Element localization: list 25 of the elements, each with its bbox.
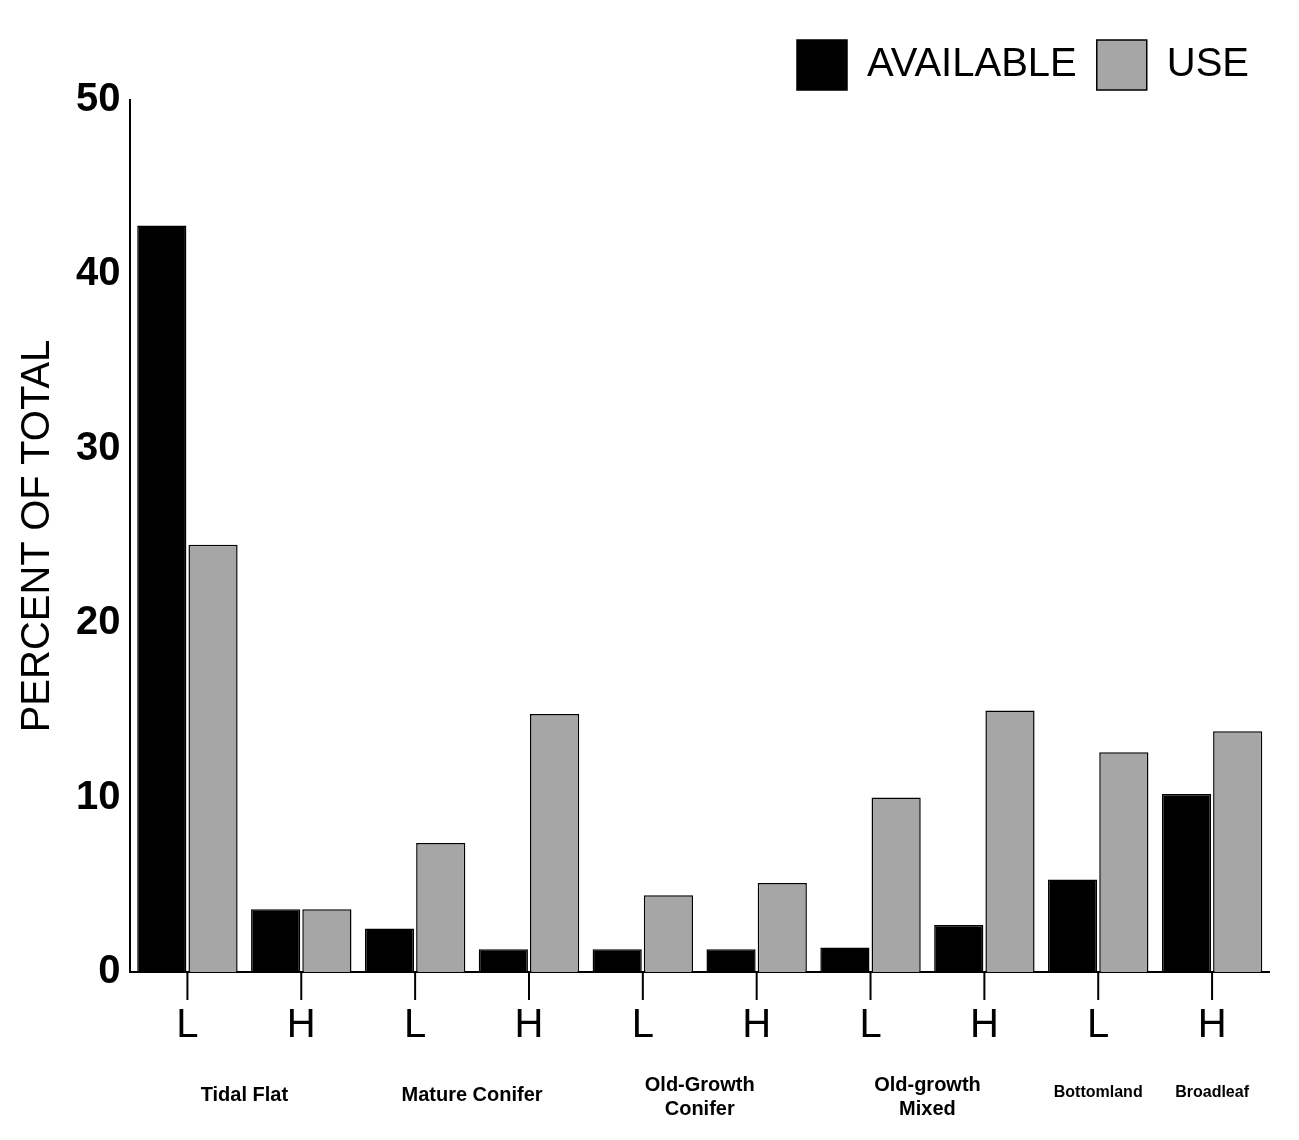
y-tick-label: 10	[75, 772, 121, 817]
y-tick-label: 0	[98, 947, 121, 992]
x-tick-label: L	[1087, 1001, 1110, 1046]
x-tick-label: L	[859, 1001, 882, 1046]
y-axis-title: PERCENT OF TOTAL	[13, 339, 58, 733]
text: Broadleaf	[1175, 1083, 1250, 1101]
legend-label: USE	[1166, 40, 1249, 85]
x-tick-label: H	[514, 1001, 544, 1046]
x-tick-label: L	[176, 1001, 199, 1046]
y-tick-label: 50	[75, 75, 121, 120]
x-tick-label: H	[1197, 1001, 1227, 1046]
text: Tidal Flat	[200, 1082, 289, 1105]
x-tick-label: H	[286, 1001, 316, 1046]
x-tick-label: L	[403, 1001, 427, 1046]
text: Old-Growth Conifer	[644, 1072, 755, 1119]
x-tick-label: L	[631, 1001, 654, 1046]
text: Mature Conifer	[401, 1082, 543, 1105]
text: Old-growth Mixed	[874, 1072, 981, 1119]
y-tick-label: 30	[75, 423, 121, 468]
x-tick-label: H	[742, 1001, 772, 1046]
legend-label: AVAILABLE	[867, 40, 1077, 85]
text: Bottomland	[1053, 1083, 1143, 1101]
x-tick-label: H	[969, 1001, 999, 1046]
y-tick-label: 20	[75, 598, 121, 643]
y-tick-label: 40	[75, 249, 121, 294]
